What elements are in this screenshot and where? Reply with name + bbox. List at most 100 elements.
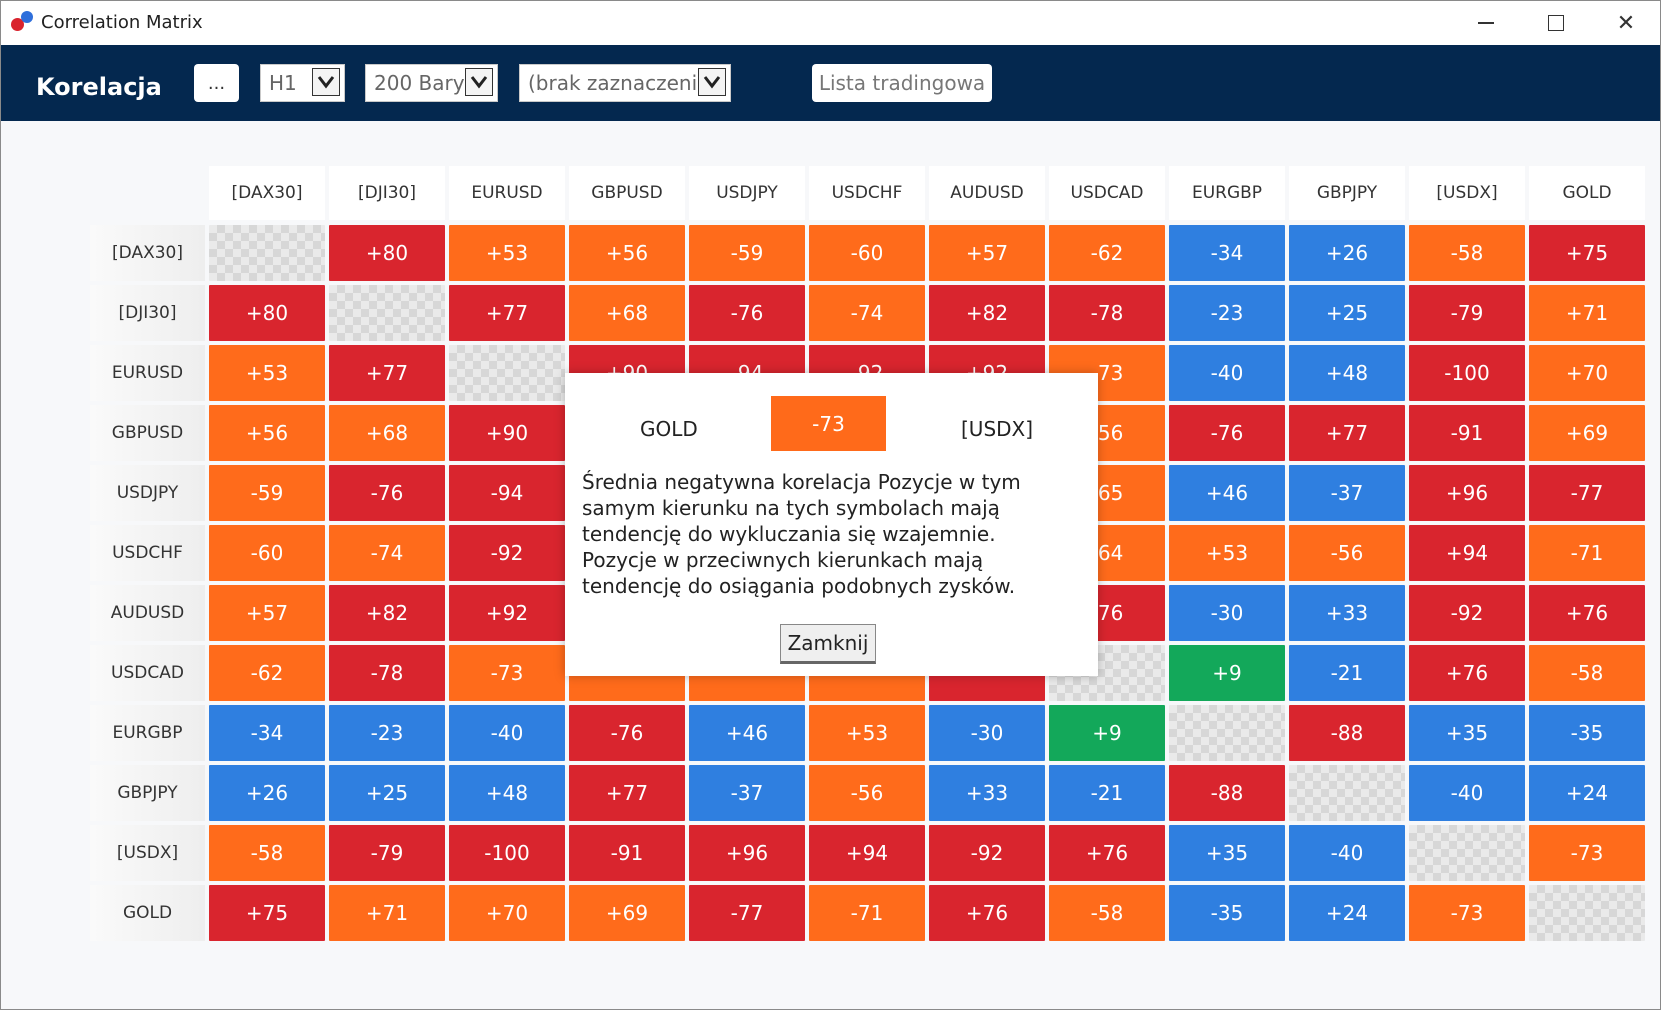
matrix-cell[interactable]: -76	[689, 285, 805, 341]
matrix-cell[interactable]: +57	[209, 585, 325, 641]
matrix-cell[interactable]: -91	[569, 825, 685, 881]
matrix-cell[interactable]: -59	[209, 465, 325, 521]
matrix-cell[interactable]: +68	[569, 285, 685, 341]
matrix-cell[interactable]: +96	[1409, 465, 1525, 521]
matrix-cell[interactable]: -40	[1409, 765, 1525, 821]
matrix-cell[interactable]: -73	[1529, 825, 1645, 881]
matrix-cell[interactable]: -77	[689, 885, 805, 941]
matrix-cell[interactable]: -30	[1169, 585, 1285, 641]
matrix-cell[interactable]: -71	[1529, 525, 1645, 581]
matrix-cell[interactable]: -58	[209, 825, 325, 881]
matrix-cell[interactable]: +53	[449, 225, 565, 281]
matrix-cell[interactable]: +94	[1409, 525, 1525, 581]
matrix-cell[interactable]: -34	[1169, 225, 1285, 281]
matrix-cell[interactable]: +71	[329, 885, 445, 941]
matrix-cell[interactable]: -76	[1169, 405, 1285, 461]
matrix-cell[interactable]: -58	[1049, 885, 1165, 941]
matrix-cell[interactable]: -35	[1169, 885, 1285, 941]
matrix-cell[interactable]: +76	[1529, 585, 1645, 641]
matrix-cell[interactable]: -74	[329, 525, 445, 581]
matrix-cell[interactable]: +82	[329, 585, 445, 641]
matrix-cell[interactable]: +77	[1289, 405, 1405, 461]
close-dialog-button[interactable]: Zamknij	[780, 624, 876, 664]
matrix-cell[interactable]: -35	[1529, 705, 1645, 761]
matrix-cell[interactable]: +71	[1529, 285, 1645, 341]
matrix-cell[interactable]: +75	[1529, 225, 1645, 281]
matrix-cell[interactable]: -77	[1529, 465, 1645, 521]
matrix-cell[interactable]: +33	[929, 765, 1045, 821]
matrix-cell[interactable]: +90	[449, 405, 565, 461]
matrix-cell[interactable]: +25	[1289, 285, 1405, 341]
matrix-cell[interactable]: -94	[449, 465, 565, 521]
matrix-cell[interactable]: +70	[449, 885, 565, 941]
matrix-cell[interactable]: -71	[809, 885, 925, 941]
matrix-cell[interactable]: +26	[209, 765, 325, 821]
matrix-cell[interactable]: +24	[1289, 885, 1405, 941]
matrix-cell[interactable]: +69	[1529, 405, 1645, 461]
matrix-cell[interactable]: +92	[449, 585, 565, 641]
matrix-cell[interactable]: -40	[1289, 825, 1405, 881]
matrix-cell[interactable]: -76	[569, 705, 685, 761]
matrix-cell[interactable]: +80	[209, 285, 325, 341]
matrix-cell[interactable]: +46	[689, 705, 805, 761]
more-button[interactable]: ...	[194, 64, 239, 102]
matrix-cell[interactable]: -37	[689, 765, 805, 821]
matrix-cell[interactable]: -30	[929, 705, 1045, 761]
matrix-cell[interactable]: +53	[1169, 525, 1285, 581]
minimize-button[interactable]	[1451, 1, 1521, 45]
matrix-cell[interactable]: -73	[1409, 885, 1525, 941]
matrix-cell[interactable]: -62	[209, 645, 325, 701]
matrix-cell[interactable]: +35	[1169, 825, 1285, 881]
matrix-cell[interactable]: -58	[1529, 645, 1645, 701]
matrix-cell[interactable]: -60	[209, 525, 325, 581]
matrix-cell[interactable]: +76	[929, 885, 1045, 941]
matrix-cell[interactable]: -56	[1289, 525, 1405, 581]
matrix-cell[interactable]: +56	[569, 225, 685, 281]
matrix-cell[interactable]: +48	[449, 765, 565, 821]
matrix-cell[interactable]: -92	[1409, 585, 1525, 641]
matrix-cell[interactable]: +53	[809, 705, 925, 761]
matrix-cell[interactable]: +82	[929, 285, 1045, 341]
matrix-cell[interactable]: -21	[1049, 765, 1165, 821]
matrix-cell[interactable]: +33	[1289, 585, 1405, 641]
close-window-button[interactable]: ✕	[1591, 1, 1660, 45]
selection-select[interactable]: (brak zaznaczenia)	[519, 64, 731, 102]
matrix-cell[interactable]: -79	[329, 825, 445, 881]
matrix-cell[interactable]: -59	[689, 225, 805, 281]
matrix-cell[interactable]: +77	[449, 285, 565, 341]
matrix-cell[interactable]: -78	[1049, 285, 1165, 341]
matrix-cell[interactable]: -100	[1409, 345, 1525, 401]
matrix-cell[interactable]: +26	[1289, 225, 1405, 281]
matrix-cell[interactable]: -88	[1169, 765, 1285, 821]
matrix-cell[interactable]: -79	[1409, 285, 1525, 341]
matrix-cell[interactable]: +94	[809, 825, 925, 881]
matrix-cell[interactable]: +96	[689, 825, 805, 881]
timeframe-select[interactable]: H1	[260, 64, 345, 102]
matrix-cell[interactable]: -91	[1409, 405, 1525, 461]
matrix-cell[interactable]: +9	[1049, 705, 1165, 761]
matrix-cell[interactable]: -92	[449, 525, 565, 581]
matrix-cell[interactable]: -60	[809, 225, 925, 281]
matrix-cell[interactable]: -58	[1409, 225, 1525, 281]
maximize-button[interactable]	[1521, 1, 1591, 45]
matrix-cell[interactable]: -23	[1169, 285, 1285, 341]
bars-select[interactable]: 200 Bary	[365, 64, 498, 102]
matrix-cell[interactable]: +76	[1049, 825, 1165, 881]
matrix-cell[interactable]: +24	[1529, 765, 1645, 821]
trading-list-button[interactable]: Lista tradingowa	[812, 64, 992, 102]
matrix-cell[interactable]: -92	[929, 825, 1045, 881]
matrix-cell[interactable]: -56	[809, 765, 925, 821]
matrix-cell[interactable]: -62	[1049, 225, 1165, 281]
matrix-cell[interactable]: -74	[809, 285, 925, 341]
matrix-cell[interactable]: +56	[209, 405, 325, 461]
matrix-cell[interactable]: -78	[329, 645, 445, 701]
matrix-cell[interactable]: -88	[1289, 705, 1405, 761]
matrix-cell[interactable]: +57	[929, 225, 1045, 281]
matrix-cell[interactable]: +80	[329, 225, 445, 281]
matrix-cell[interactable]: -34	[209, 705, 325, 761]
matrix-cell[interactable]: +70	[1529, 345, 1645, 401]
matrix-cell[interactable]: -37	[1289, 465, 1405, 521]
matrix-cell[interactable]: -40	[1169, 345, 1285, 401]
matrix-cell[interactable]: +76	[1409, 645, 1525, 701]
matrix-cell[interactable]: +77	[569, 765, 685, 821]
